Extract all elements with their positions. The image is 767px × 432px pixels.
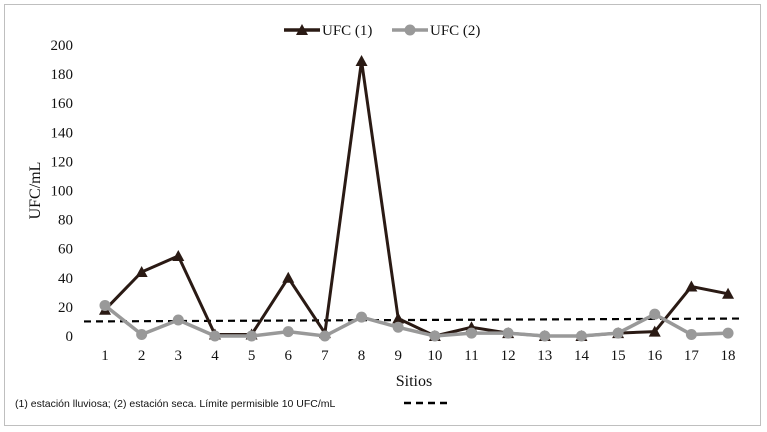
legend-label: UFC (1) (322, 23, 372, 39)
data-point-triangle (172, 249, 185, 261)
x-tick-label: 4 (211, 348, 219, 364)
y-tick-label: 140 (51, 125, 74, 141)
x-axis-label: Sitios (396, 373, 432, 390)
data-point-triangle (282, 271, 295, 283)
x-tick-label: 18 (721, 348, 736, 364)
series-line (103, 304, 729, 338)
data-point-triangle (648, 325, 661, 337)
data-point-triangle (722, 287, 735, 299)
data-point-circle (99, 299, 111, 311)
data-point-circle (685, 329, 697, 341)
y-tick-label: 120 (51, 154, 74, 170)
data-point-circle (649, 308, 661, 320)
data-point-triangle (135, 265, 148, 277)
x-tick-label: 10 (427, 348, 442, 364)
x-tick-label: 16 (647, 348, 663, 364)
legend: UFC (1) UFC (2) (284, 23, 480, 39)
x-tick-label: 13 (537, 348, 552, 364)
legend-label: UFC (2) (430, 23, 480, 39)
limit-reference-line (83, 317, 741, 323)
data-point-circle (209, 330, 221, 342)
y-tick-label: 100 (51, 184, 74, 200)
series-layer (99, 55, 735, 342)
x-tick-label: 7 (321, 348, 329, 364)
data-point-triangle (392, 312, 405, 324)
data-point-circle (466, 327, 477, 339)
x-tick-label: 12 (501, 348, 516, 364)
data-point-triangle (685, 280, 698, 292)
data-point-circle (392, 321, 404, 333)
data-point-circle (502, 327, 514, 339)
x-tick-label: 15 (611, 348, 626, 364)
data-point-circle (429, 330, 441, 342)
x-tick-label: 9 (394, 348, 402, 364)
data-point-circle (612, 327, 624, 339)
data-point-triangle (355, 55, 368, 67)
x-tick-label: 6 (285, 348, 293, 364)
data-point-circle (172, 314, 184, 326)
y-tick-label: 200 (51, 38, 74, 54)
y-tick-label: 40 (58, 271, 73, 287)
y-tick-label: 180 (51, 67, 74, 83)
x-tick-label: 14 (574, 348, 590, 364)
x-tick-label: 17 (684, 348, 700, 364)
footnote: (1) estación lluviosa; (2) estación seca… (15, 398, 336, 410)
series-1 (99, 55, 735, 341)
y-axis-label: UFC/mL (27, 162, 44, 220)
x-tick-label: 8 (358, 348, 366, 364)
data-point-circle (282, 326, 294, 338)
data-point-circle (319, 330, 331, 342)
data-point-circle (356, 311, 368, 323)
y-axis: 0 20 40 60 80 100 120 140 160 180 200 (51, 38, 74, 345)
series-line (103, 60, 729, 338)
y-tick-label: 80 (58, 213, 73, 229)
x-axis: 1 2 3 4 5 6 7 8 9 10 11 12 13 14 15 16 17 18 (101, 348, 735, 364)
x-tick-label: 5 (248, 348, 256, 364)
data-point-circle (575, 330, 587, 342)
x-tick-label: 11 (464, 348, 478, 364)
data-point-circle (539, 330, 551, 342)
y-tick-label: 0 (66, 329, 74, 345)
legend-triangle-icon (296, 24, 308, 35)
x-tick-label: 3 (175, 348, 183, 364)
data-point-circle (246, 330, 258, 342)
y-tick-label: 160 (51, 96, 74, 112)
legend-circle-icon (404, 24, 416, 36)
data-point-circle (136, 329, 148, 341)
x-tick-label: 2 (138, 348, 146, 364)
series-2 (99, 299, 734, 342)
y-tick-label: 60 (58, 242, 73, 258)
data-point-circle (722, 327, 734, 339)
x-tick-label: 1 (101, 348, 109, 364)
y-tick-label: 20 (58, 300, 73, 316)
